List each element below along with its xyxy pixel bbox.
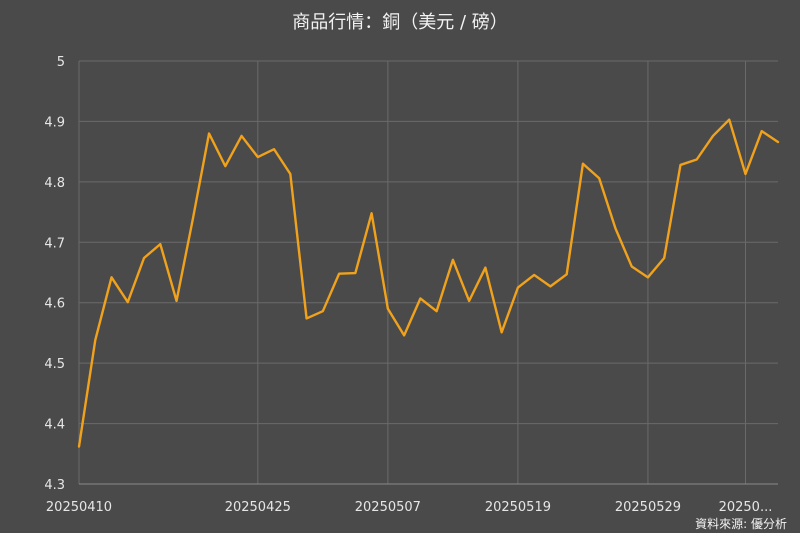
series-line xyxy=(77,118,780,448)
y-tick-label: 5 xyxy=(57,55,65,70)
y-tick-label: 4.4 xyxy=(44,418,65,433)
x-tick-label: 20250... xyxy=(719,500,773,515)
series-layer xyxy=(77,118,780,448)
y-tick-label: 4.8 xyxy=(44,176,65,191)
y-tick-label: 4.7 xyxy=(44,236,65,251)
y-tick-label: 4.3 xyxy=(44,478,65,493)
x-tick-label: 20250425 xyxy=(225,500,291,515)
x-axis-ticks: 20250410 20250425 20250507 20250519 20250529… xyxy=(46,500,772,515)
grid-layer xyxy=(78,60,778,485)
x-tick-label: 20250507 xyxy=(355,500,421,515)
y-axis-ticks: 4.3 4.4 4.5 4.6 4.7 4.8 4.9 5 xyxy=(44,55,65,493)
y-tick-label: 4.9 xyxy=(44,115,65,130)
y-tick-label: 4.5 xyxy=(44,357,65,372)
chart-title: 商品行情：銅（美元 / 磅） xyxy=(292,12,508,33)
source-note: 資料來源: 優分析 xyxy=(695,517,787,531)
y-tick-label: 4.6 xyxy=(44,297,65,312)
x-tick-label: 20250529 xyxy=(615,500,681,515)
x-tick-label: 20250519 xyxy=(485,500,551,515)
x-tick-label: 20250410 xyxy=(46,500,112,515)
